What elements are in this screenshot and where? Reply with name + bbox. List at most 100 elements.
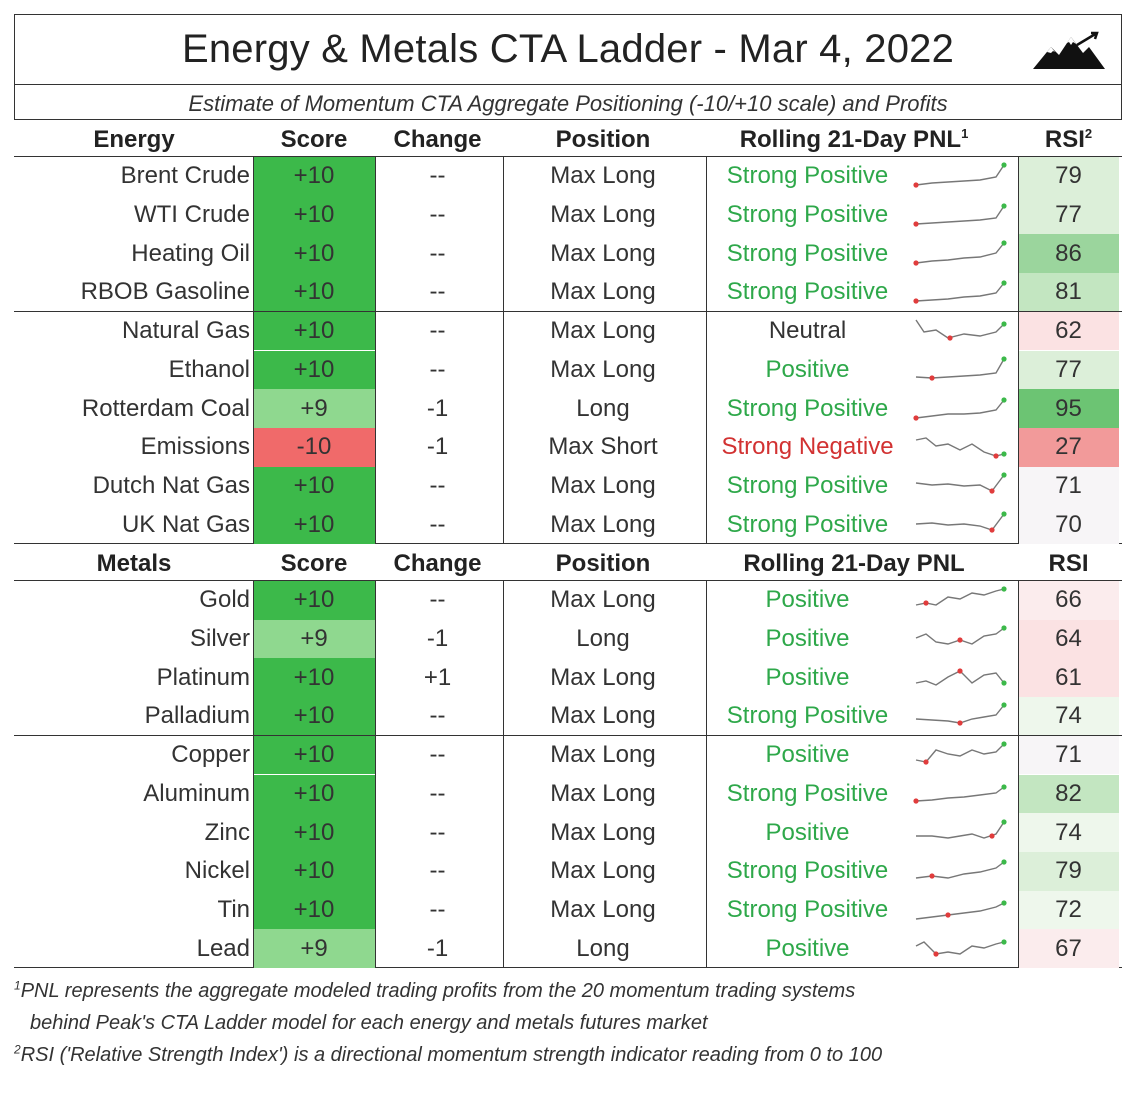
pnl-label: Strong Positive (726, 895, 889, 923)
pnl-label: Strong Positive (726, 201, 889, 229)
score-cell: +10 (253, 813, 375, 852)
sparkline-path (915, 588, 1005, 607)
table-row: Silver +9 -1 Long Positive 64 (14, 619, 1122, 659)
market-name: Emissions (140, 433, 250, 461)
sparkline-path (915, 164, 1005, 187)
rsi-cell: 77 (1018, 195, 1119, 235)
sparkline-end-dot (1001, 900, 1007, 906)
energy-header-change: Change (393, 126, 482, 153)
sparkline-path (915, 242, 1005, 264)
column-divider (503, 581, 505, 968)
score-cell: +9 (253, 619, 375, 659)
sparkline-chart (915, 356, 1007, 381)
pnl-label: Positive (765, 586, 850, 614)
sparkline-low-dot (913, 298, 919, 305)
rsi-cell: 74 (1018, 813, 1119, 852)
position-cell: Max Short (548, 433, 658, 461)
score-cell: +10 (253, 157, 375, 196)
score-cell: +10 (253, 658, 375, 698)
sparkline-low-dot (929, 375, 935, 381)
footnote-1-mark: 1 (14, 978, 21, 993)
score-cell: +9 (253, 929, 375, 968)
sparkline-path (915, 513, 1005, 531)
score-cell: +10 (253, 505, 375, 544)
sparkline-chart (915, 511, 1007, 533)
change-cell: -1 (426, 625, 449, 653)
pnl-sparkline (909, 697, 1015, 736)
position-cell: Max Long (550, 471, 656, 499)
position-cell: Max Long (550, 201, 656, 229)
metals-header-pnl: Rolling 21-Day PNL (743, 550, 965, 577)
metals-header-change: Change (393, 550, 482, 577)
table-row: WTI Crude +10 -- Max Long Strong Positive 77 (14, 195, 1122, 235)
market-name: Platinum (156, 663, 250, 691)
group-divider (14, 734, 1122, 737)
pnl-sparkline (909, 775, 1015, 814)
score-cell: -10 (253, 427, 375, 467)
sparkline-low-dot (957, 668, 963, 674)
change-cell: -1 (426, 433, 449, 461)
table-row: Heating Oil +10 -- Max Long Strong Positive 8… (14, 234, 1122, 274)
position-cell: Max Long (550, 779, 656, 807)
energy-header-pnl: Rolling 21-Day PNL1 (714, 126, 994, 154)
sparkline-path (915, 786, 1005, 802)
score-cell: +10 (253, 466, 375, 506)
market-name: RBOB Gasoline (80, 278, 250, 306)
sparkline-chart (915, 319, 1007, 341)
pnl-label: Strong Positive (726, 162, 889, 190)
sparkline-chart (915, 900, 1007, 920)
column-divider (706, 157, 708, 544)
subtitle-box: Estimate of Momentum CTA Aggregate Posit… (14, 84, 1122, 120)
score-cell: +10 (253, 195, 375, 235)
pnl-sparkline (909, 813, 1015, 852)
column-divider (253, 581, 255, 968)
sparkline-end-dot (1001, 702, 1007, 709)
score-cell: +10 (253, 581, 375, 620)
energy-header-position: Position (555, 126, 651, 153)
position-cell: Max Long (550, 741, 656, 769)
sparkline-chart (915, 472, 1007, 494)
change-cell: -- (429, 201, 446, 229)
column-divider (375, 581, 377, 968)
pnl-label: Strong Positive (726, 779, 889, 807)
sparkline-low-dot (989, 527, 995, 533)
rsi-cell: 95 (1018, 389, 1119, 428)
market-name: Silver (189, 625, 250, 653)
pnl-sparkline (909, 312, 1015, 351)
change-cell: -- (429, 278, 446, 306)
sparkline-end-dot (1001, 511, 1007, 517)
sparkline-low-dot (933, 951, 939, 957)
energy-header-score: Score (280, 126, 348, 153)
rsi-cell: 81 (1018, 273, 1119, 312)
group-divider (14, 310, 1122, 313)
sparkline-end-dot (1001, 939, 1007, 945)
table-row: Lead +9 -1 Long Positive 67 (14, 929, 1122, 968)
position-cell: Max Long (550, 818, 656, 846)
sparkline-end-dot (1001, 586, 1007, 592)
market-name: Tin (217, 895, 250, 923)
sparkline-end-dot (1001, 451, 1007, 457)
footnote-2: 2RSI ('Relative Strength Index') is a di… (14, 1039, 1114, 1071)
footnote-1-line-2: behind Peak's CTA Ladder model for each … (30, 1012, 708, 1034)
change-cell: -1 (426, 394, 449, 422)
table-row: Zinc +10 -- Max Long Positive 74 (14, 813, 1122, 852)
sparkline-chart (913, 203, 1007, 227)
market-name: Copper (171, 741, 250, 769)
rsi-cell: 71 (1018, 466, 1119, 506)
rsi-cell: 64 (1018, 619, 1119, 659)
pnl-sparkline (909, 581, 1015, 620)
pnl-sparkline (909, 467, 1015, 506)
sparkline-end-dot (1001, 162, 1007, 168)
pnl-label: Strong Positive (726, 394, 889, 422)
change-cell: -- (429, 895, 446, 923)
rsi-cell: 62 (1018, 311, 1119, 351)
market-name: Aluminum (143, 779, 250, 807)
sparkline-end-dot (1001, 240, 1007, 246)
score-cell: +10 (253, 697, 375, 736)
change-cell: -- (429, 818, 446, 846)
sparkline-end-dot (1001, 203, 1007, 209)
sparkline-path (915, 358, 1005, 379)
pnl-sparkline (909, 852, 1015, 891)
energy-section: Brent Crude +10 -- Max Long Strong Positive 7… (14, 156, 1122, 544)
pnl-label: Positive (765, 741, 850, 769)
